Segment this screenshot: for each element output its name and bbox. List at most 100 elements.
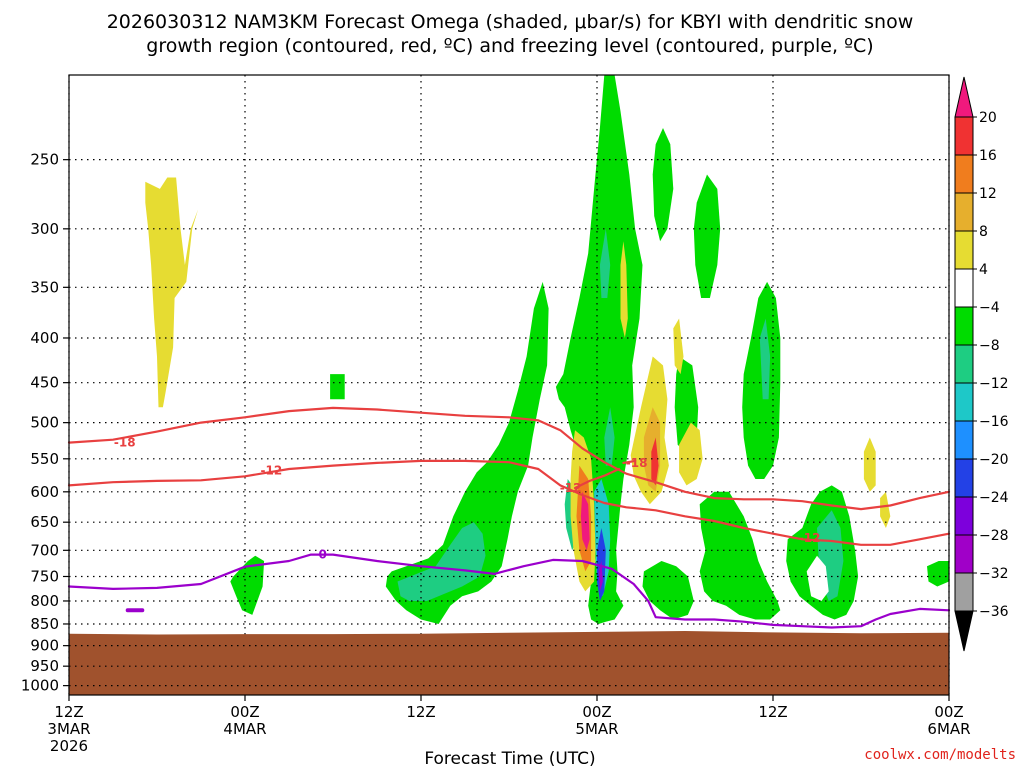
colorbar-box-6 [954, 344, 974, 384]
ytick-label-300: 300 [30, 220, 59, 238]
colorbar-label-10: −24 [979, 490, 1009, 506]
ytick-label-500: 500 [30, 414, 59, 432]
omega-region-29 [679, 422, 703, 486]
omega-region-13 [397, 522, 486, 601]
ytick-label-650: 650 [30, 513, 59, 531]
omega-region-10 [642, 561, 694, 620]
terrain-fill [69, 631, 949, 695]
ytick-label-600: 600 [30, 483, 59, 501]
xtick-label-4-0: 12Z [758, 703, 787, 721]
contour-label-0: -18 [114, 436, 136, 450]
colorbar-label-2: 12 [979, 186, 997, 202]
xtick-label-2-0: 12Z [406, 703, 435, 721]
xtick-label-5-0: 00Z [934, 703, 963, 721]
xtick-label-0-2: 2026 [50, 737, 88, 755]
omega-region-33 [806, 555, 829, 601]
xtick-label-1-1: 4MAR [223, 720, 266, 738]
colorbar-box-5 [954, 306, 974, 346]
contour-2 [573, 467, 621, 490]
colorbar-box-7 [954, 382, 974, 422]
omega-region-5 [652, 128, 674, 242]
contour-label-5: 0 [319, 548, 327, 562]
omega-region-9 [699, 491, 781, 620]
omega-region-1 [230, 555, 265, 615]
omega-region-17 [759, 318, 771, 400]
colorbar-label-7: −12 [979, 376, 1009, 392]
colorbar-top-arrow [954, 76, 974, 118]
terrain-area [69, 631, 949, 695]
colorbar-label-13: −36 [979, 604, 1009, 620]
colorbar-label-12: −32 [979, 566, 1009, 582]
omega-region-25 [620, 241, 628, 338]
ytick-label-750: 750 [30, 567, 59, 585]
contour-label-2: -12 [560, 481, 582, 495]
xtick-label-3-1: 5MAR [575, 720, 618, 738]
colorbar-label-5: −4 [979, 300, 1000, 316]
ytick-label-900: 900 [30, 637, 59, 655]
omega-region-4 [555, 75, 643, 624]
y-axis: 250 300 350 400 450 500 550 600 650 700 750 800 850 9… [21, 151, 69, 695]
plot-frame [68, 74, 950, 696]
colorbar-box-10 [954, 496, 974, 536]
ytick-label-1000: 1000 [21, 677, 59, 695]
colorbar-box-4 [954, 268, 974, 308]
omega-region-0 [145, 177, 199, 408]
contour-0 [67, 406, 951, 511]
contour-label-4: -12 [799, 531, 821, 545]
omega-region-28 [651, 437, 659, 486]
ytick-label-800: 800 [30, 592, 59, 610]
contour-5 [67, 553, 951, 629]
xtick-label-1-0: 00Z [230, 703, 259, 721]
omega-region-31 [863, 437, 876, 492]
contour-label-3: -18 [626, 456, 648, 470]
colorbar: 20 16 12 8 4 −4 −8 −12 −16 −20 −24 −28 −32 −36 [954, 76, 1009, 652]
colorbar-box-0 [954, 116, 974, 156]
omega-region-6 [693, 174, 721, 298]
colorbar-box-11 [954, 534, 974, 574]
omega-region-24 [580, 491, 590, 551]
colorbar-box-1 [954, 154, 974, 194]
contour-lines: -18 -12 -12 -18 -12 0 [67, 406, 951, 629]
x-axis-label: Forecast Time (UTC) [424, 749, 595, 768]
chart-title-line-1: 2026030312 NAM3KM Forecast Omega (shaded… [107, 11, 914, 33]
colorbar-label-0: 20 [979, 110, 997, 126]
contour-label-1: -12 [261, 463, 283, 477]
colorbar-box-9 [954, 458, 974, 498]
omega-region-12 [927, 561, 949, 587]
ytick-label-550: 550 [30, 450, 59, 468]
colorbar-label-11: −28 [979, 528, 1009, 544]
omega-region-30 [673, 318, 684, 375]
omega-region-15 [599, 228, 611, 298]
omega-region-16 [604, 407, 615, 466]
colorbar-label-9: −20 [979, 452, 1009, 468]
colorbar-label-1: 16 [979, 148, 997, 164]
omega-region-2 [330, 374, 345, 400]
colorbar-box-3 [954, 230, 974, 270]
xtick-label-3-0: 00Z [582, 703, 611, 721]
ytick-label-850: 850 [30, 615, 59, 633]
colorbar-label-6: −8 [979, 338, 1000, 354]
credit-text[interactable]: coolwx.com/modelts [864, 747, 1016, 763]
xtick-label-0-1: 3MAR [47, 720, 90, 738]
colorbar-label-4: 4 [979, 262, 988, 278]
colorbar-box-8 [954, 420, 974, 460]
xtick-label-5-1: 6MAR [927, 720, 970, 738]
contour-3 [622, 459, 637, 464]
ytick-label-250: 250 [30, 151, 59, 169]
plot-area [69, 75, 949, 695]
colorbar-box-12 [954, 572, 974, 612]
omega-region-21 [598, 561, 603, 592]
ytick-label-700: 700 [30, 541, 59, 559]
colorbar-box-2 [954, 192, 974, 232]
ytick-label-400: 400 [30, 329, 59, 347]
xtick-label-0-0: 12Z [54, 703, 83, 721]
chart-title-line-2: growth region (contoured, red, ºC) and f… [146, 35, 873, 57]
colorbar-label-8: −16 [979, 414, 1009, 430]
colorbar-label-3: 8 [979, 224, 988, 240]
colorbar-bottom-arrow [954, 610, 974, 652]
omega-region-32 [880, 491, 891, 528]
omega-region-7 [742, 281, 781, 479]
contour-1 [67, 459, 951, 546]
